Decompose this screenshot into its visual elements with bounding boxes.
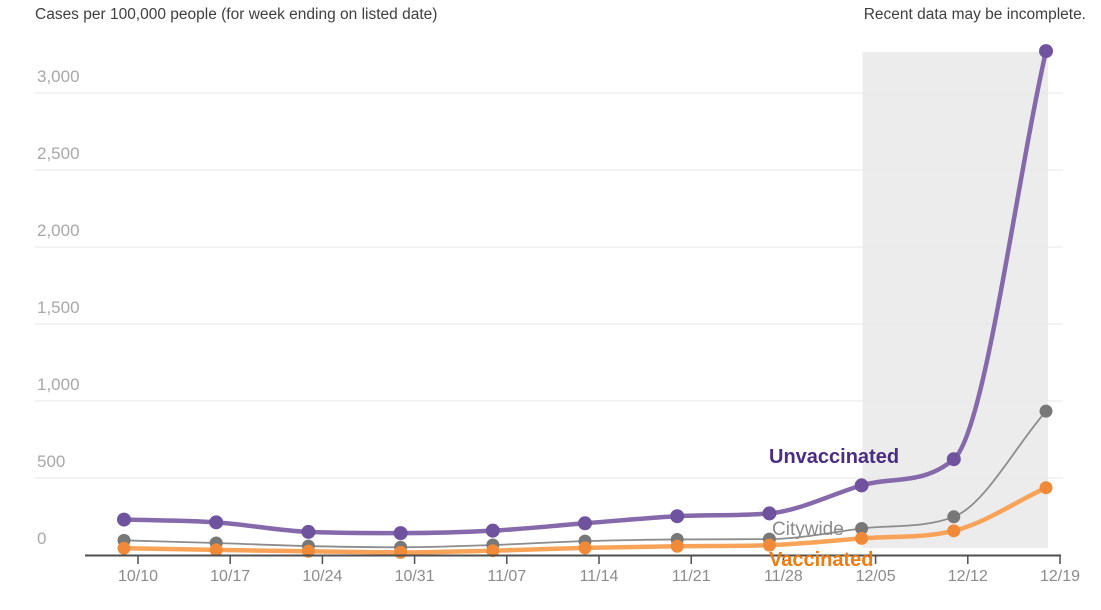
x-tick-label: 11/07 xyxy=(487,568,527,585)
data-point-unvaccinated xyxy=(301,524,316,539)
data-point-vaccinated xyxy=(486,544,500,558)
x-tick-label: 10/24 xyxy=(302,568,343,585)
data-point-unvaccinated xyxy=(946,452,961,467)
data-point-citywide xyxy=(1039,404,1053,418)
incomplete-data-note: Recent data may be incomplete. xyxy=(863,6,1086,23)
x-tick-label: 11/21 xyxy=(671,568,711,585)
y-tick-label: 3,000 xyxy=(37,67,80,86)
x-tick-label: 10/10 xyxy=(117,568,159,585)
data-point-unvaccinated xyxy=(117,512,131,527)
data-point-unvaccinated xyxy=(670,509,685,524)
y-tick-label: 0 xyxy=(37,529,47,548)
x-tick-label: 10/31 xyxy=(394,568,435,585)
data-point-unvaccinated xyxy=(209,515,224,530)
data-point-citywide xyxy=(947,510,961,524)
x-tick-label: 12/12 xyxy=(947,568,988,585)
data-point-vaccinated xyxy=(855,531,869,545)
data-point-vaccinated xyxy=(1039,481,1053,495)
data-point-vaccinated xyxy=(670,539,684,553)
data-point-vaccinated xyxy=(947,524,961,538)
series-label-unvaccinated: Unvaccinated xyxy=(769,446,900,468)
data-point-unvaccinated xyxy=(854,478,869,493)
data-point-unvaccinated xyxy=(762,506,777,521)
data-point-vaccinated xyxy=(394,545,408,559)
data-point-vaccinated xyxy=(762,538,776,552)
series-label-vaccinated: Vaccinated xyxy=(769,549,874,571)
data-point-citywide xyxy=(855,522,869,536)
data-point-vaccinated xyxy=(209,543,223,557)
series-label-citywide: Citywide xyxy=(772,519,844,540)
data-point-vaccinated xyxy=(117,541,131,555)
data-point-unvaccinated xyxy=(393,526,408,541)
data-point-unvaccinated xyxy=(578,516,592,531)
chart-title: Cases per 100,000 people (for week endin… xyxy=(35,6,438,23)
x-tick-label: 12/05 xyxy=(855,568,896,585)
x-tick-label: 11/28 xyxy=(763,568,803,585)
y-tick-label: 2,000 xyxy=(37,221,80,240)
x-tick-label: 12/19 xyxy=(1039,568,1081,585)
incomplete-region xyxy=(862,52,1048,548)
y-tick-label: 1,000 xyxy=(37,375,80,394)
x-tick-label: 10/17 xyxy=(210,568,251,585)
y-tick-label: 1,500 xyxy=(37,298,80,317)
y-tick-label: 2,500 xyxy=(37,144,80,163)
data-point-unvaccinated xyxy=(485,523,500,538)
y-tick-label: 500 xyxy=(37,452,66,471)
data-point-vaccinated xyxy=(578,541,592,555)
x-tick-label: 11/14 xyxy=(579,568,619,585)
data-point-unvaccinated xyxy=(1039,44,1053,59)
